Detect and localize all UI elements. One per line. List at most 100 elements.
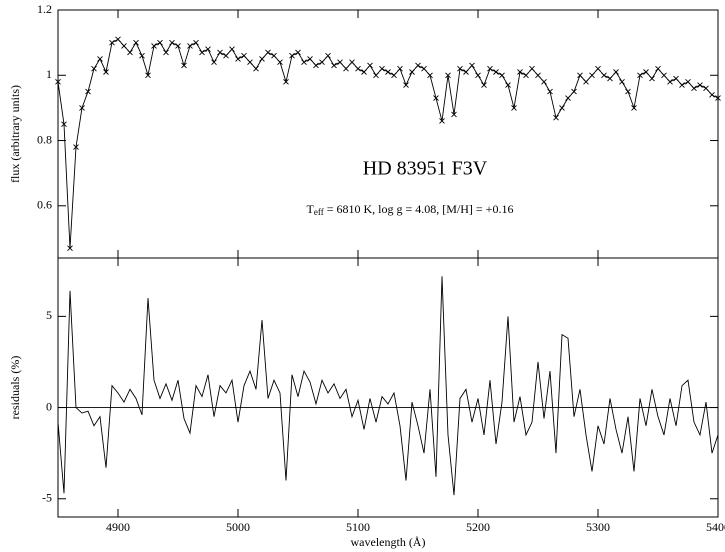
data-point [655, 65, 661, 72]
data-point [325, 52, 331, 59]
data-point [571, 88, 577, 95]
data-point [193, 39, 199, 46]
data-point [211, 59, 217, 66]
data-point [349, 59, 355, 66]
data-point [151, 43, 157, 49]
data-point [289, 52, 295, 59]
x-tick-label: 4900 [106, 520, 130, 534]
data-point [199, 49, 205, 56]
plot-frame [57, 9, 719, 259]
data-point [97, 56, 103, 62]
data-point [619, 78, 625, 85]
chart-title: HD 83951 F3V [363, 158, 488, 180]
data-point [487, 65, 493, 72]
data-point [109, 39, 115, 46]
annotation-main: T [307, 202, 315, 216]
data-point [607, 75, 613, 82]
data-point [355, 65, 361, 72]
data-point [595, 65, 601, 72]
data-point [433, 95, 439, 101]
data-point [415, 62, 421, 69]
data-point [511, 105, 517, 111]
y-tick-label: 0.6 [37, 198, 52, 212]
data-point [187, 43, 193, 49]
data-line [57, 38, 719, 249]
data-point [505, 82, 511, 88]
data-point [337, 59, 343, 66]
data-point [475, 72, 481, 79]
data-point [391, 72, 397, 79]
data-point [301, 59, 307, 66]
data-point [589, 72, 595, 79]
data-point [517, 69, 523, 75]
data-point [529, 65, 535, 72]
data-point [481, 82, 487, 88]
data-point [523, 72, 529, 79]
data-point [499, 72, 505, 79]
plot-frame [57, 257, 719, 518]
data-point [559, 105, 565, 111]
y-tick-label: 0 [46, 399, 52, 413]
data-point [661, 72, 667, 79]
data-point [79, 105, 85, 111]
data-point [673, 75, 679, 82]
data-point [331, 62, 337, 69]
data-point [61, 121, 67, 128]
y-tick-label: 1 [46, 67, 52, 81]
data-point [265, 49, 271, 56]
data-point [583, 78, 589, 85]
data-point [493, 69, 499, 75]
data-point [361, 69, 367, 75]
data-point [217, 49, 223, 56]
data-point [379, 65, 385, 72]
data-point [367, 62, 373, 69]
data-point [85, 88, 91, 95]
data-point [223, 52, 229, 59]
data-point [385, 69, 391, 75]
data-point [463, 69, 469, 75]
data-point [637, 72, 643, 79]
data-point [145, 72, 151, 79]
data-point [205, 46, 211, 52]
y-tick-label: 0.8 [37, 132, 52, 146]
data-point [67, 245, 73, 252]
data-point [709, 92, 715, 98]
y-axis-label: residuals (%) [8, 356, 22, 420]
data-point [541, 78, 547, 85]
data-point [649, 75, 655, 82]
data-point [703, 85, 709, 92]
data-point [409, 69, 415, 75]
data-point [313, 62, 319, 69]
y-tick-label: 1.2 [37, 2, 52, 16]
data-point [343, 65, 349, 72]
data-point [577, 72, 583, 79]
x-tick-label: 5400 [706, 520, 725, 534]
x-tick-label: 5200 [466, 520, 490, 534]
data-point [253, 65, 259, 72]
data-point [241, 52, 247, 59]
data-point [175, 43, 181, 49]
data-point [229, 46, 235, 52]
data-point [445, 72, 451, 79]
data-point [403, 82, 409, 88]
data-point [73, 144, 79, 150]
data-point [127, 49, 133, 56]
data-point [271, 52, 277, 59]
y-axis-label: flux (arbitrary units) [8, 85, 22, 183]
data-point [307, 56, 313, 62]
annotation-rest: = 6810 K, log g = 4.08, [M/H] = +0.16 [324, 202, 514, 216]
data-point [247, 59, 253, 66]
x-tick-label: 5100 [346, 520, 370, 534]
data-point [535, 72, 541, 79]
data-point [169, 39, 175, 46]
annotation-sub: eff [314, 207, 324, 217]
data-point [553, 114, 559, 121]
data-point [601, 72, 607, 79]
data-point [163, 49, 169, 56]
data-point [451, 111, 457, 118]
x-axis-label: wavelength (Å) [351, 535, 426, 549]
data-point [457, 65, 463, 72]
data-point [421, 65, 427, 72]
data-point [715, 95, 721, 101]
